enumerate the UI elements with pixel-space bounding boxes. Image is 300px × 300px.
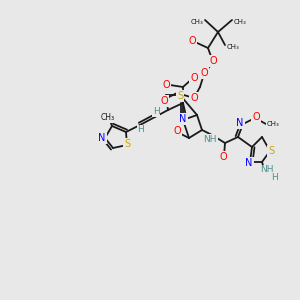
Text: O: O [209,56,217,66]
Text: N: N [245,158,253,168]
Text: O: O [190,73,198,83]
Text: H: H [272,172,278,182]
Text: S: S [268,146,274,156]
Text: N: N [98,133,106,143]
Text: O: O [252,112,260,122]
Text: CH₃: CH₃ [101,113,115,122]
Text: O: O [188,36,196,46]
Text: S: S [124,139,130,149]
Text: O: O [190,93,198,103]
Text: O: O [162,80,170,90]
Text: S: S [177,91,183,101]
Text: O: O [173,126,181,136]
Text: NH: NH [260,166,274,175]
Text: O: O [160,96,168,106]
Text: H: H [138,125,144,134]
Text: CH₃: CH₃ [226,44,239,50]
Text: CH₃: CH₃ [234,19,246,25]
Text: N: N [179,114,187,124]
Text: CH₃: CH₃ [267,121,279,127]
Text: N: N [236,118,244,128]
Text: O: O [200,68,208,78]
Text: O: O [219,152,227,162]
Text: CH₃: CH₃ [190,19,203,25]
Text: H: H [153,107,159,116]
Text: NH: NH [203,134,217,143]
